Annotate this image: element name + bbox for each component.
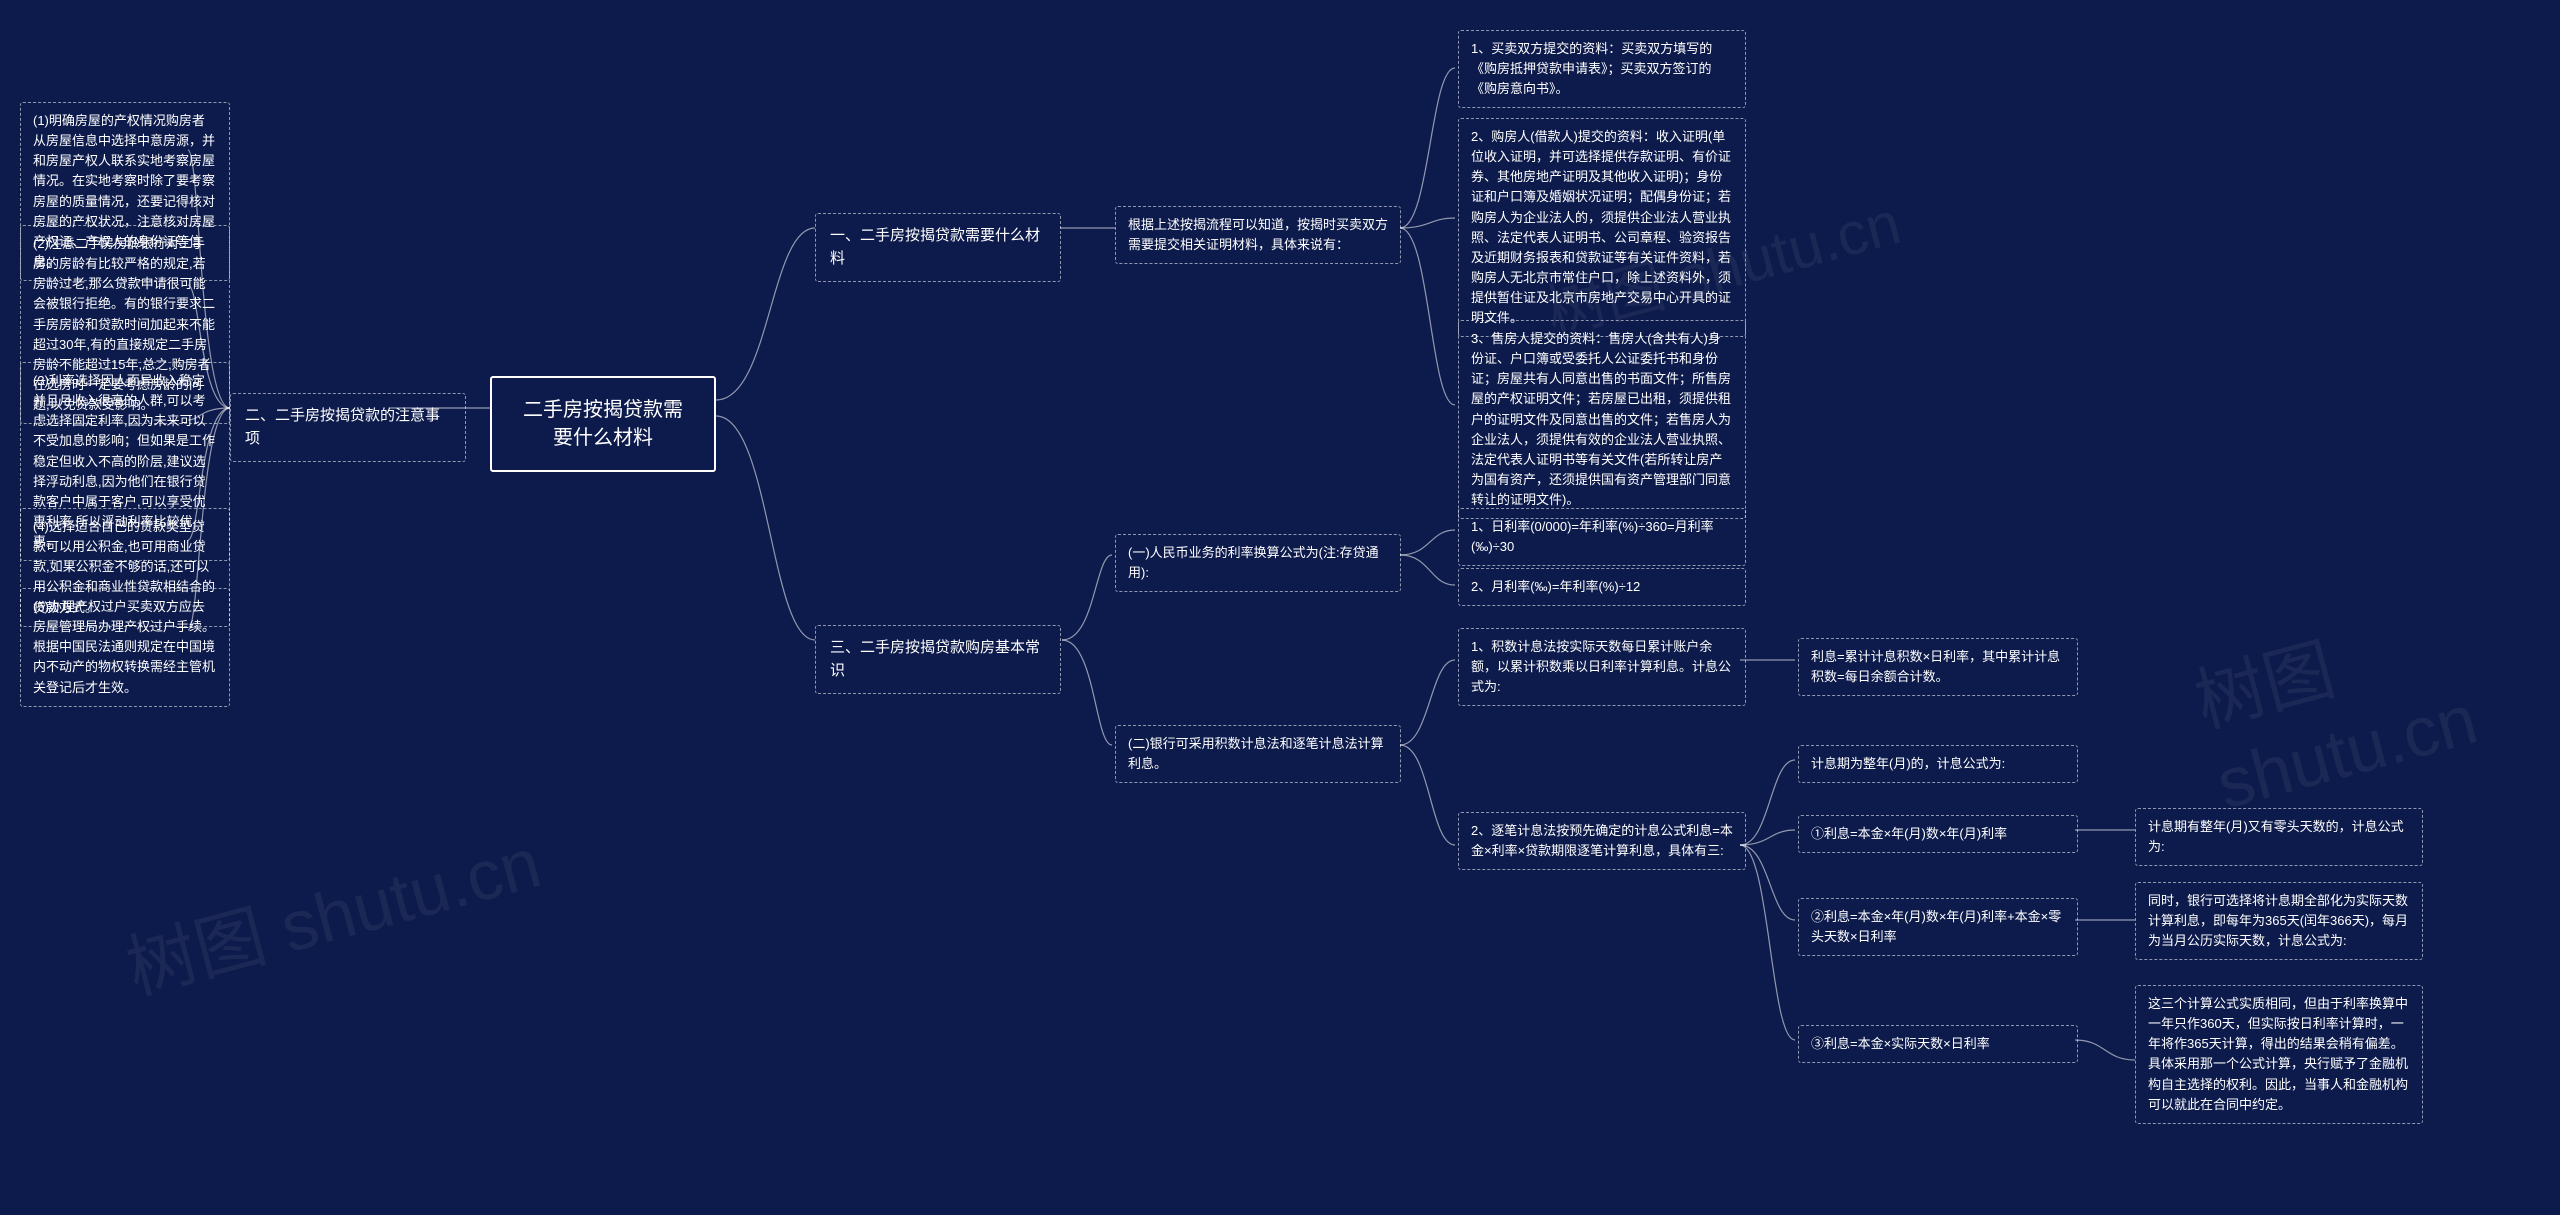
r3-b-sub1: 1、积数计息法按实际天数每日累计账户余额，以累计积数乘以日利率计算利息。计息公式… (1458, 628, 1746, 706)
r3-step-0: 计息期为整年(月)的，计息公式为: (1798, 745, 2078, 783)
watermark: 树图 shutu.cn (114, 807, 550, 1014)
r3-step-2: ②利息=本金×年(月)数×年(月)利率+本金×零头天数×日利率 (1798, 898, 2078, 956)
r3-b-sub2: 2、逐笔计息法按预先确定的计息公式利息=本金×利率×贷款期限逐笔计算利息，具体有… (1458, 812, 1746, 870)
r1-leaf-2: 2、购房人(借款人)提交的资料：收入证明(单位收入证明，并可选择提供存款证明、有… (1458, 118, 1746, 337)
r1-leaf-1: 1、买卖双方提交的资料：买卖双方填写的《购房抵押贷款申请表》；买卖双方签订的《购… (1458, 30, 1746, 108)
r3-step-3: ③利息=本金×实际天数×日利率 (1798, 1025, 2078, 1063)
branch-right-1: 一、二手房按揭贷款需要什么材料 (815, 213, 1061, 282)
branch-left: 二、二手房按揭贷款的注意事项 (230, 393, 466, 462)
r3-step-2-note: 同时，银行可选择将计息期全部化为实际天数计算利息，即每年为365天(闰年366天… (2135, 882, 2423, 960)
r3-sub-a: (一)人民币业务的利率换算公式为(注:存贷通用): (1115, 534, 1401, 592)
r3-a-leaf-1: 1、日利率(0/000)=年利率(%)÷360=月利率(‰)÷30 (1458, 508, 1746, 566)
r3-step-3-note: 这三个计算公式实质相同，但由于利率换算中一年只作360天，但实际按日利率计算时，… (2135, 985, 2423, 1124)
branch-right-3: 三、二手房按揭贷款购房基本常识 (815, 625, 1061, 694)
watermark: 树图 shutu.cn (2183, 556, 2560, 824)
r3-a-leaf-2: 2、月利率(‰)=年利率(%)÷12 (1458, 568, 1746, 606)
r1-leaf-3: 3、售房人提交的资料：售房人(含共有人)身份证、户口簿或受委托人公证委托书和身份… (1458, 320, 1746, 519)
r3-b-sub1-leaf: 利息=累计计息积数×日利率，其中累计计息积数=每日余额合计数。 (1798, 638, 2078, 696)
left-leaf-5: (5)办理产权过户买卖双方应去房屋管理局办理产权过户手续。根据中国民法通则规定在… (20, 588, 230, 707)
r3-sub-b: (二)银行可采用积数计息法和逐笔计息法计算利息。 (1115, 725, 1401, 783)
root-node: 二手房按揭贷款需要什么材料 (490, 376, 716, 472)
r3-step-1: ①利息=本金×年(月)数×年(月)利率 (1798, 815, 2078, 853)
r1-child: 根据上述按揭流程可以知道，按揭时买卖双方需要提交相关证明材料，具体来说有： (1115, 206, 1401, 264)
r3-step-1-note: 计息期有整年(月)又有零头天数的，计息公式为: (2135, 808, 2423, 866)
